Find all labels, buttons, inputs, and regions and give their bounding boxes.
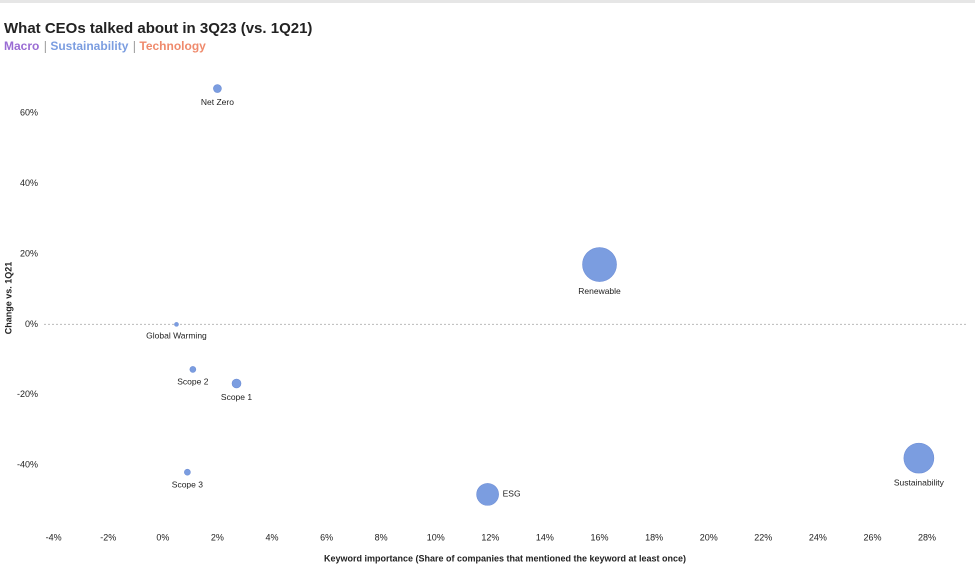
top-border [0,0,975,3]
x-tick-label: 26% [863,532,881,542]
point-label: Renewable [578,286,621,296]
x-tick-label: 4% [265,532,278,542]
x-tick-label: 16% [591,532,609,542]
x-axis-label: Keyword importance (Share of companies t… [324,553,686,563]
bubble [184,468,191,476]
bubble [213,84,222,93]
point-label: Sustainability [894,477,945,487]
x-tick-label: -4% [46,532,62,542]
y-tick-label: 60% [20,108,38,118]
legend-entry: Sustainability [50,39,128,53]
x-tick-label: 18% [645,532,663,542]
y-tick-label: -40% [17,460,38,470]
x-tick-label: 14% [536,532,554,542]
x-tick-label: 8% [375,532,388,542]
x-tick-label: 0% [156,532,169,542]
legend: Macro Sustainability Technology [4,39,206,53]
bubble [476,483,499,506]
x-tick-label: 12% [481,532,499,542]
x-tick-label: -2% [100,532,116,542]
bubble [231,378,242,389]
y-tick-label: -20% [17,389,38,399]
x-tick-label: 24% [809,532,827,542]
chart-title: What CEOs talked about in 3Q23 (vs. 1Q21… [4,20,312,37]
x-tick-label: 2% [211,532,224,542]
x-tick-label: 28% [918,532,936,542]
y-tick-label: 20% [20,248,38,258]
x-tick-label: 10% [427,532,445,542]
x-tick-label: 6% [320,532,333,542]
point-label: Scope 3 [172,479,203,489]
point-label: Global Warming [146,331,207,341]
point-label: ESG [503,489,521,499]
bubble [174,322,179,327]
legend-entry: Technology [139,39,206,53]
bubble [903,442,935,474]
bubble [189,366,197,373]
bubble [582,247,617,282]
x-tick-label: 20% [700,532,718,542]
point-label: Net Zero [201,97,234,107]
legend-entry: Macro [4,39,39,53]
point-label: Scope 2 [177,377,208,387]
y-tick-label: 40% [20,178,38,188]
point-label: Scope 1 [221,392,252,402]
y-tick-label: 0% [25,319,38,329]
y-axis-label: Change vs. 1Q21 [3,262,13,335]
x-tick-label: 22% [754,532,772,542]
